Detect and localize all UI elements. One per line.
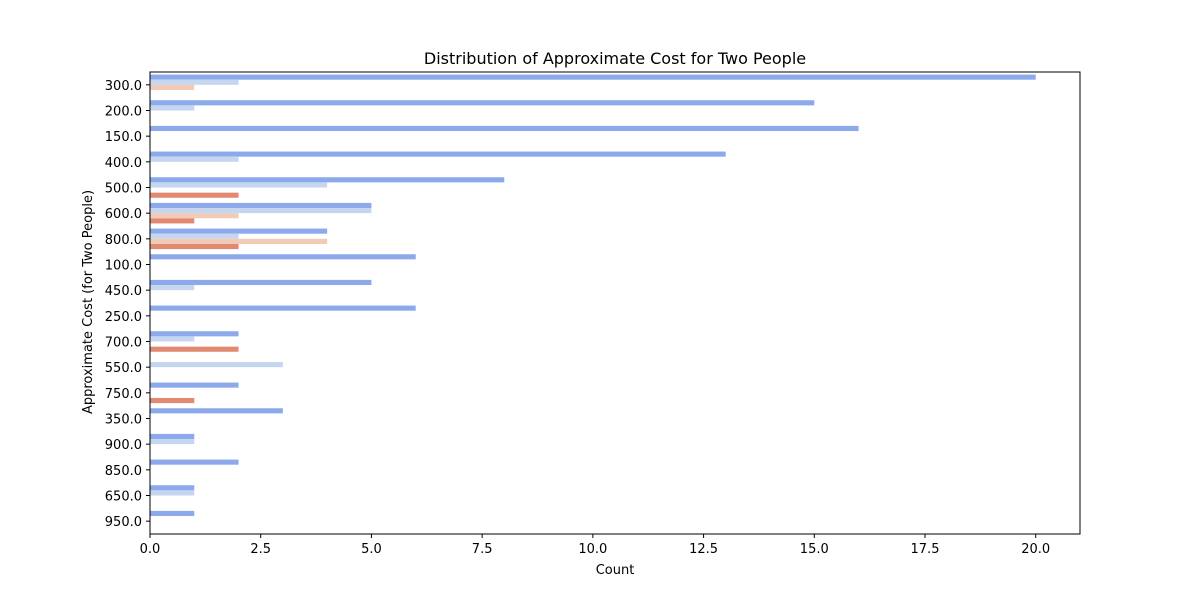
x-tick-label: 2.5: [250, 542, 271, 557]
x-tick-label: 15.0: [800, 542, 829, 557]
y-tick-label: 800.0: [105, 233, 142, 248]
bar-650.0-series-1: [150, 485, 195, 491]
bar-600.0-series-3: [150, 213, 239, 219]
y-tick-label: 250.0: [105, 310, 142, 325]
y-tick-label: 550.0: [105, 361, 142, 376]
bar-750.0-series-1: [150, 382, 239, 388]
bar-650.0-series-2: [150, 490, 195, 496]
y-axis-label: Approximate Cost (for Two People): [81, 190, 96, 414]
x-axis-label: Count: [596, 563, 635, 578]
x-tick-label: 20.0: [1021, 542, 1050, 557]
bar-700.0-series-2: [150, 336, 195, 342]
bar-350.0-series-1: [150, 408, 283, 414]
x-tick-label: 17.5: [911, 542, 940, 557]
y-tick-label: 650.0: [105, 490, 142, 505]
bar-800.0-series-3: [150, 238, 328, 244]
y-tick-label: 700.0: [105, 336, 142, 351]
bar-900.0-series-2: [150, 439, 195, 445]
bar-300.0-series-1: [150, 74, 1036, 80]
y-tick-label: 450.0: [105, 284, 142, 299]
bar-300.0-series-2: [150, 79, 239, 85]
x-tick-label: 10.0: [578, 542, 607, 557]
bar-200.0-series-2: [150, 105, 195, 111]
y-tick-label: 200.0: [105, 105, 142, 120]
bar-500.0-series-1: [150, 177, 505, 183]
bar-400.0-series-2: [150, 156, 239, 162]
bar-700.0-series-4: [150, 346, 239, 352]
bar-600.0-series-2: [150, 208, 372, 214]
bar-800.0-series-1: [150, 228, 328, 234]
y-tick-label: 600.0: [105, 207, 142, 222]
bar-150.0-series-1: [150, 125, 859, 132]
bar-700.0-series-1: [150, 331, 239, 337]
y-tick-label: 350.0: [105, 413, 142, 428]
y-tick-label: 900.0: [105, 438, 142, 453]
y-tick-label: 300.0: [105, 79, 142, 94]
x-tick-label: 12.5: [689, 542, 718, 557]
y-tick-label: 150.0: [105, 130, 142, 145]
y-tick-label: 100.0: [105, 259, 142, 274]
bar-600.0-series-1: [150, 202, 372, 209]
y-tick-label: 400.0: [105, 156, 142, 171]
y-tick-label: 950.0: [105, 515, 142, 530]
bar-400.0-series-1: [150, 151, 726, 157]
bar-800.0-series-4: [150, 243, 239, 250]
x-tick-label: 5.0: [361, 542, 382, 557]
chart-title: Distribution of Approximate Cost for Two…: [424, 49, 806, 68]
plot-frame: [149, 71, 1081, 535]
bar-250.0-series-1: [150, 305, 416, 311]
bar-600.0-series-4: [150, 218, 195, 224]
x-tick-label: 7.5: [472, 542, 493, 557]
bar-550.0-series-2: [150, 362, 283, 368]
x-tick-label: 0.0: [140, 542, 161, 557]
bar-900.0-series-1: [150, 433, 195, 440]
y-tick-label: 750.0: [105, 387, 142, 402]
axes-layer: 0.0 2.5 5.0 7.5 10.0 12.5 15.0 17.5 20.0 300.0 200…: [105, 71, 1081, 557]
bar-450.0-series-1: [150, 279, 372, 286]
bar-500.0-series-4: [150, 192, 239, 198]
bar-750.0-series-4: [150, 397, 195, 404]
bar-450.0-series-2: [150, 285, 195, 291]
bars-layer: [150, 74, 1036, 517]
bar-800.0-series-2: [150, 233, 239, 239]
bar-950.0-series-1: [150, 510, 195, 517]
y-tick-label: 500.0: [105, 182, 142, 197]
bar-500.0-series-2: [150, 182, 328, 188]
bar-100.0-series-1: [150, 254, 416, 260]
bar-200.0-series-1: [150, 100, 815, 106]
y-tick-label: 850.0: [105, 464, 142, 479]
bar-850.0-series-1: [150, 459, 239, 465]
bar-300.0-series-3: [150, 84, 195, 90]
